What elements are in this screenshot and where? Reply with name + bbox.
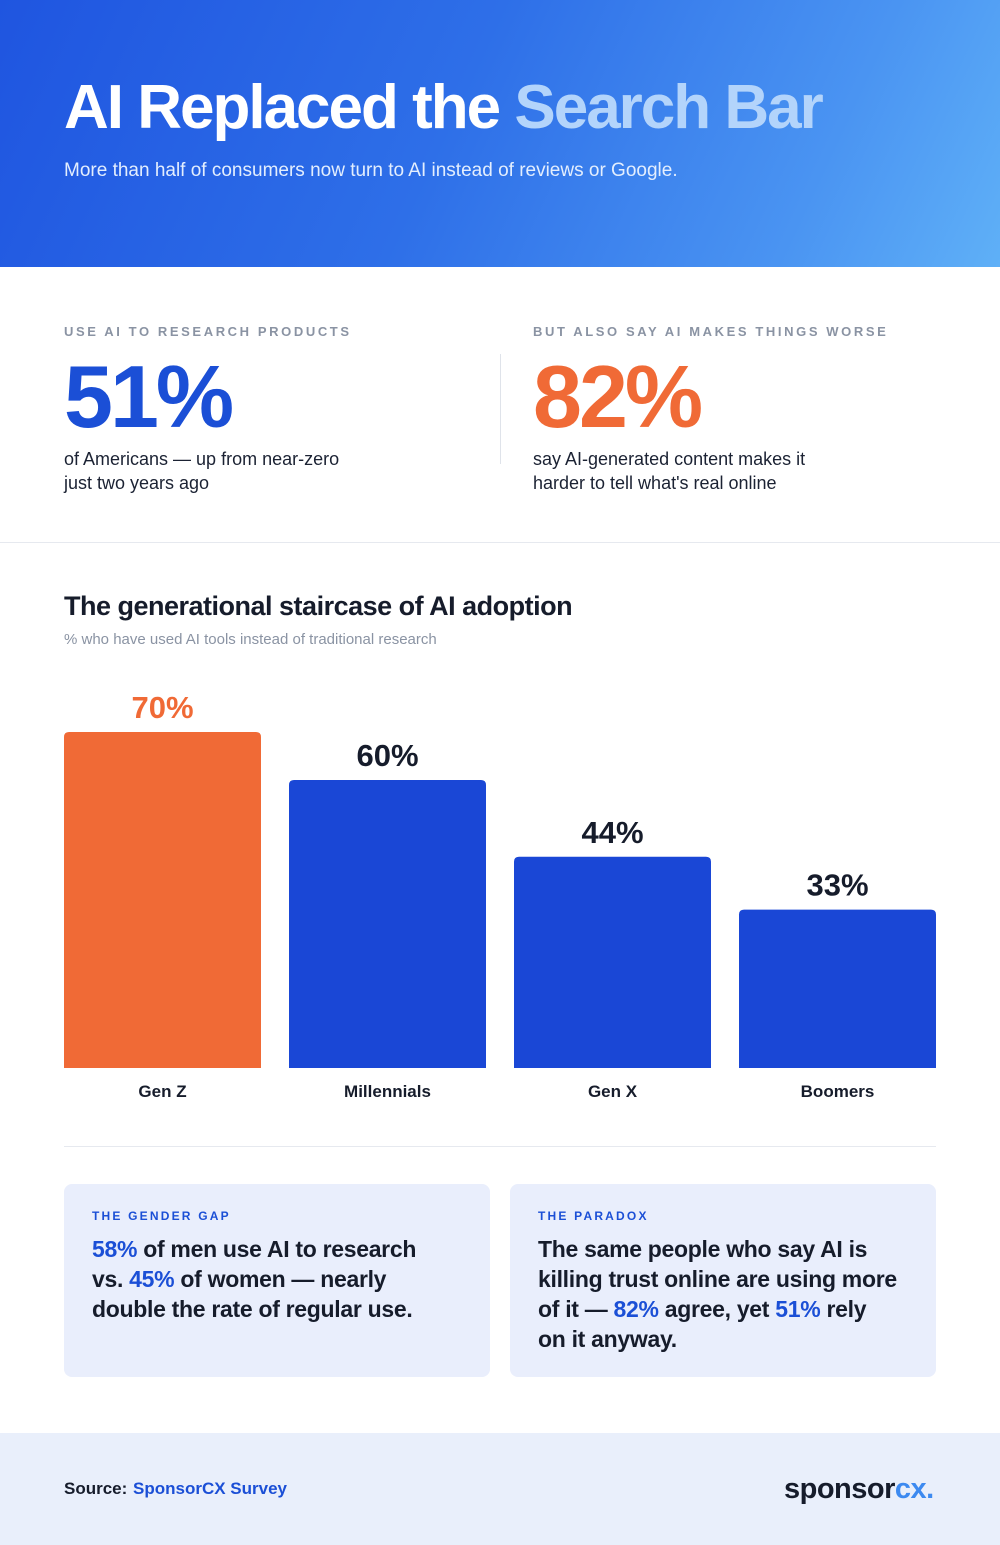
highlight-value: 58% <box>92 1236 138 1262</box>
data-label: 44% <box>581 815 643 850</box>
footer: Source: SponsorCX Survey sponsorcx. <box>0 1433 1000 1545</box>
category-label: Gen X <box>588 1082 638 1101</box>
title-main: AI Replaced the <box>64 73 501 142</box>
stat-value: 51% <box>64 347 234 446</box>
card-text-segment: of women — nearly double the rate of reg… <box>92 1266 413 1322</box>
title-accent: Search Bar <box>514 73 823 142</box>
highlight-value: 82% <box>613 1296 659 1322</box>
data-label: 70% <box>131 690 193 725</box>
bar-chart: 70% Gen Z 60% Millennials 44% Gen X 33% Boomers <box>64 690 936 1101</box>
logo-part-2: cx. <box>894 1473 934 1505</box>
card-text-segment: The same people who say AI is killing tr… <box>538 1236 897 1322</box>
card-text-segment: of men use AI to research vs. <box>92 1236 417 1292</box>
page-subtitle: More than half of consumers now turn to … <box>64 160 678 181</box>
data-label: 33% <box>806 868 868 903</box>
highlight-value: 45% <box>129 1266 175 1292</box>
sponsorcx-logo: sponsorcx. <box>784 1473 934 1506</box>
card-paradox: THE PARADOX The same people who say AI i… <box>510 1184 936 1377</box>
header-banner: AI Replaced the Search Bar More than hal… <box>0 0 1000 267</box>
stat-description: say AI-generated content makes it harder… <box>533 449 806 493</box>
bar-boomers <box>739 909 936 1068</box>
stat-label: BUT ALSO SAY AI MAKES THINGS WORSE <box>533 324 889 339</box>
card-label: THE GENDER GAP <box>92 1209 231 1223</box>
logo-part-1: sponsor <box>784 1473 895 1505</box>
chart-title: The generational staircase of AI adoptio… <box>64 591 573 621</box>
card-gender-gap: THE GENDER GAP 58% of men use AI to rese… <box>64 1184 490 1377</box>
bar-gen-x <box>514 856 711 1068</box>
stat-label: USE AI TO RESEARCH PRODUCTS <box>64 324 352 339</box>
page-title: AI Replaced the Search Bar <box>64 72 824 143</box>
category-label: Gen Z <box>138 1082 186 1101</box>
stats-section: USE AI TO RESEARCH PRODUCTS 51% of Ameri… <box>0 267 1000 543</box>
section-divider <box>64 1146 936 1147</box>
category-label: Boomers <box>801 1082 875 1101</box>
stats-divider <box>500 354 501 464</box>
bar-millennials <box>289 780 486 1068</box>
highlight-value: 51% <box>775 1296 821 1322</box>
bar-gen-z <box>64 732 261 1068</box>
stat-description: of Americans — up from near-zero just tw… <box>64 449 340 493</box>
card-text-segment: agree, yet <box>658 1296 776 1322</box>
stat-value: 82% <box>533 347 703 446</box>
card-label: THE PARADOX <box>538 1209 649 1223</box>
card-text: 58% of men use AI to research vs. 45% of… <box>92 1234 452 1324</box>
card-text: The same people who say AI is killing tr… <box>538 1234 898 1354</box>
data-label: 60% <box>356 738 418 773</box>
source-link[interactable]: SponsorCX Survey <box>133 1479 287 1498</box>
chart-subtitle: % who have used AI tools instead of trad… <box>64 631 437 648</box>
category-label: Millennials <box>344 1082 431 1101</box>
card-text-segment: rely on it anyway. <box>538 1296 867 1352</box>
source-label: Source: <box>64 1479 128 1498</box>
